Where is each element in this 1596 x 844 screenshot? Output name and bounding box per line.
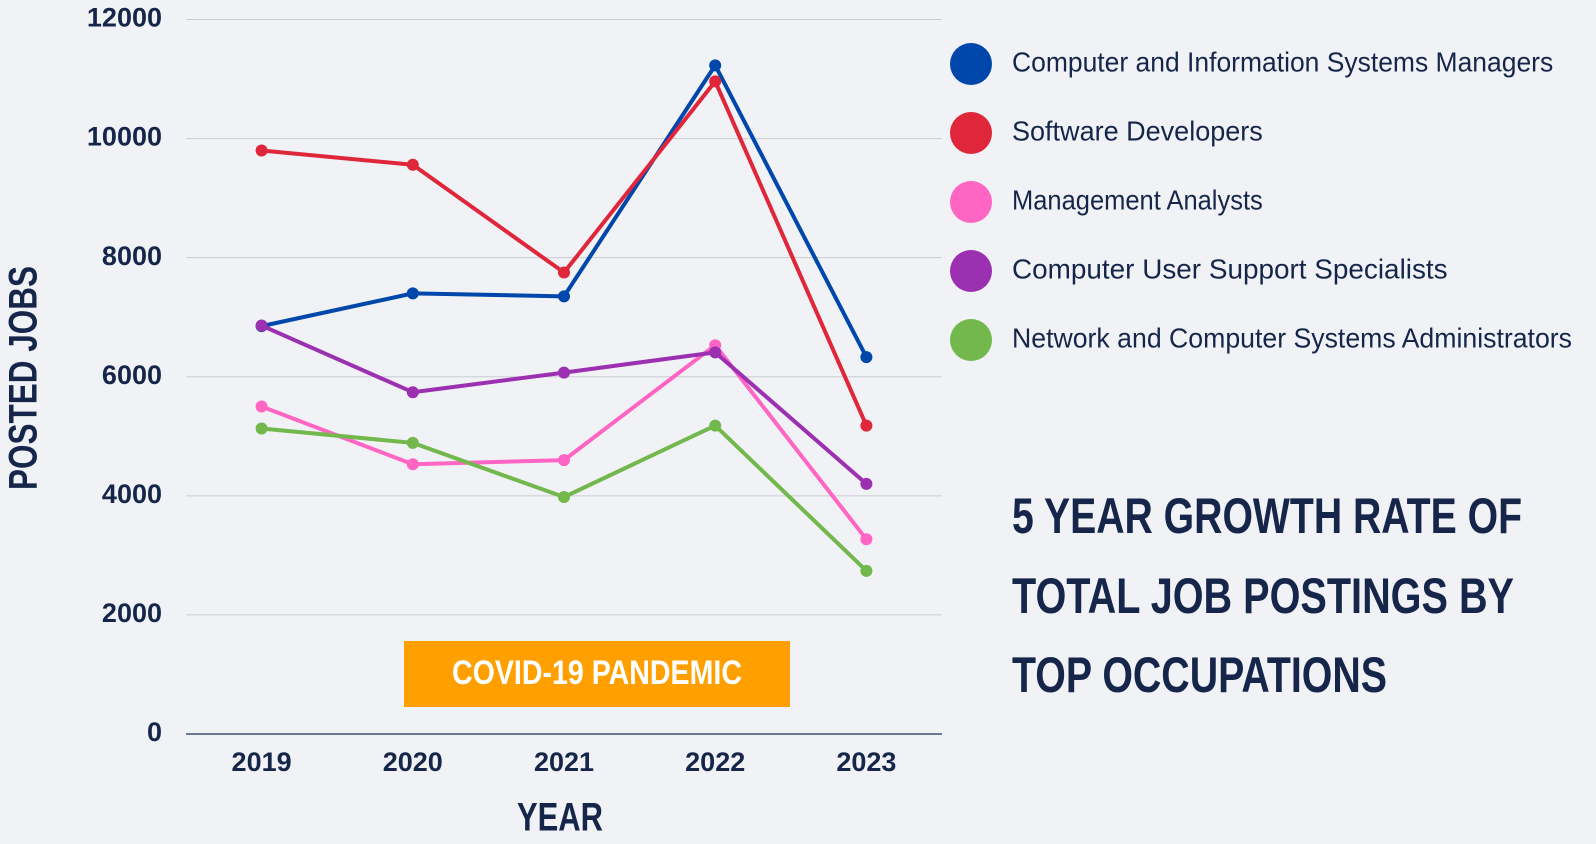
data-point	[558, 491, 570, 504]
data-point	[406, 158, 419, 171]
legend-marker	[950, 43, 992, 85]
legend-marker	[950, 181, 992, 223]
y-axis-label: POSTED JOBS	[2, 266, 46, 490]
x-tick-label: 2023	[836, 747, 896, 777]
data-point	[255, 319, 268, 332]
data-point	[860, 477, 873, 490]
y-tick-label: 8000	[102, 241, 162, 271]
data-point	[406, 458, 419, 471]
chart-title: TOTAL JOB POSTINGS BY	[1012, 568, 1514, 624]
data-point	[709, 346, 722, 359]
legend-label: Network and Computer Systems Administrat…	[1012, 322, 1572, 353]
data-point	[860, 533, 873, 546]
legend-label: Computer User Support Specialists	[1012, 253, 1448, 284]
legend-label: Computer and Information Systems Manager…	[1012, 46, 1553, 77]
data-point	[406, 287, 419, 300]
x-tick-label: 2022	[685, 747, 745, 777]
data-point	[709, 59, 722, 72]
data-point	[255, 422, 268, 435]
annotation-box	[404, 641, 790, 707]
x-axis-label: YEAR	[517, 796, 603, 840]
y-tick-label: 2000	[102, 598, 162, 628]
data-point	[558, 266, 570, 279]
x-tick-label: 2020	[383, 747, 443, 777]
data-point	[860, 564, 873, 577]
y-tick-label: 12000	[87, 3, 162, 33]
data-point	[558, 290, 570, 303]
data-point	[406, 386, 419, 399]
annotation: COVID-19 PANDEMIC	[452, 654, 742, 692]
data-point	[406, 436, 419, 449]
data-point	[255, 144, 268, 157]
data-point	[558, 454, 570, 467]
y-tick-label: 10000	[87, 122, 162, 152]
chart-title: 5 YEAR GROWTH RATE OF	[1012, 488, 1522, 544]
legend-marker	[950, 112, 992, 154]
legend-label: Management Analysts	[1012, 184, 1263, 215]
chart-title: TOP OCCUPATIONS	[1012, 647, 1387, 703]
legend-marker	[950, 319, 992, 361]
x-tick-label: 2021	[534, 747, 594, 777]
data-point	[255, 400, 268, 413]
data-point	[709, 419, 722, 432]
y-tick-label: 0	[147, 717, 162, 747]
data-point	[860, 419, 873, 432]
legend-label: Software Developers	[1012, 115, 1263, 146]
legend-marker	[950, 250, 992, 292]
data-point	[860, 351, 873, 364]
y-tick-label: 4000	[102, 479, 162, 509]
y-tick-label: 6000	[102, 360, 162, 390]
x-tick-label: 2019	[232, 747, 292, 777]
data-point	[709, 75, 722, 88]
data-point	[558, 366, 570, 379]
